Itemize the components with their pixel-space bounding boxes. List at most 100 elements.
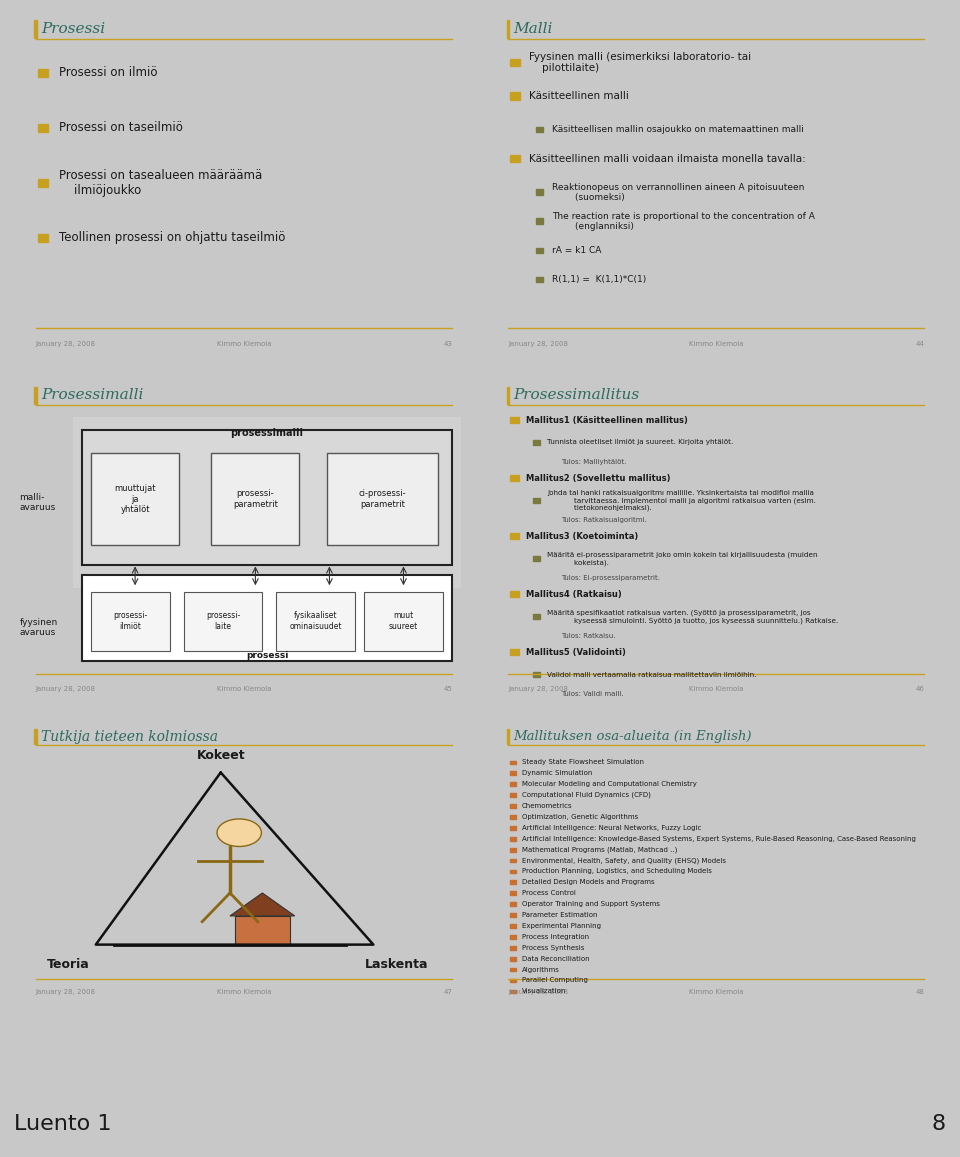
Text: Määritä ei-prosessiparametrit joko omin kokein tai kirjallisuudesta (muiden
    : Määritä ei-prosessiparametrit joko omin … [547, 552, 818, 566]
Bar [511, 870, 516, 874]
Text: Prosessimalli: Prosessimalli [41, 389, 144, 403]
Bar [534, 614, 540, 619]
Bar [511, 772, 516, 775]
Text: fysikaaliset
ominaisuudet: fysikaaliset ominaisuudet [289, 612, 342, 631]
Text: 43: 43 [444, 341, 452, 347]
Text: Määritä spesifikaatiot ratkaisua varten. (Syöttö ja prosessiparametrit, jos
    : Määritä spesifikaatiot ratkaisua varten.… [547, 610, 838, 624]
Bar [534, 440, 540, 444]
Text: 45: 45 [444, 686, 452, 692]
Text: prosessimalli: prosessimalli [230, 428, 303, 439]
Text: Tulos: Ei-prosessiparametrit.: Tulos: Ei-prosessiparametrit. [562, 575, 660, 581]
Text: Mallitus1 (Käsitteellinen mallitus): Mallitus1 (Käsitteellinen mallitus) [526, 415, 688, 425]
Text: Dynamic Simulation: Dynamic Simulation [522, 771, 592, 776]
Text: Mallitus4 (Ratkaisu): Mallitus4 (Ratkaisu) [526, 590, 622, 598]
Text: Visualization: Visualization [522, 988, 566, 994]
Bar [511, 794, 516, 797]
Bar [536, 190, 543, 196]
Text: Tunnista oleetliset ilmiöt ja suureet. Kirjoita yhtälöt.: Tunnista oleetliset ilmiöt ja suureet. K… [547, 440, 733, 445]
Bar [507, 20, 510, 37]
FancyBboxPatch shape [73, 417, 462, 588]
Bar [511, 59, 519, 66]
Bar [511, 891, 516, 896]
FancyBboxPatch shape [364, 591, 443, 651]
Text: Optimization, Genetic Algorithms: Optimization, Genetic Algorithms [522, 813, 638, 820]
Text: Data Reconciliation: Data Reconciliation [522, 956, 589, 961]
FancyBboxPatch shape [91, 591, 170, 651]
Text: Process Integration: Process Integration [522, 934, 588, 939]
Text: Johda tai hanki ratkaisualgoritmı mallille. Yksinkertaista tai modifioi mallia
 : Johda tai hanki ratkaisualgoritmı mallil… [547, 491, 816, 511]
Bar [511, 837, 516, 841]
Bar [35, 20, 37, 37]
Bar [511, 93, 519, 100]
Text: Computational Fluid Dynamics (CFD): Computational Fluid Dynamics (CFD) [522, 791, 651, 798]
FancyBboxPatch shape [276, 591, 355, 651]
FancyBboxPatch shape [183, 591, 262, 651]
Bar [511, 804, 516, 808]
Bar [511, 880, 516, 884]
Bar [511, 935, 516, 938]
Text: prosessi-
ilmiöt: prosessi- ilmiöt [113, 612, 148, 631]
Bar [507, 388, 510, 404]
Bar [511, 649, 518, 655]
Bar [534, 672, 540, 677]
Text: Prosessi on ilmiö: Prosessi on ilmiö [59, 66, 157, 80]
Text: prosessi-
laite: prosessi- laite [205, 612, 240, 631]
Text: Tutkija tieteen kolmiossa: Tutkija tieteen kolmiossa [41, 730, 218, 744]
Text: Algorithms: Algorithms [522, 966, 560, 973]
Text: Mathematical Programs (Matlab, Mathcad ..): Mathematical Programs (Matlab, Mathcad .… [522, 847, 677, 853]
Text: Mallitus2 (Sovellettu mallitus): Mallitus2 (Sovellettu mallitus) [526, 473, 671, 482]
Bar [511, 967, 516, 972]
Bar [511, 924, 516, 928]
Bar [511, 946, 516, 950]
Polygon shape [230, 893, 295, 916]
Text: Mallitus5 (Validointi): Mallitus5 (Validointi) [526, 648, 626, 657]
Text: Detailed Design Models and Programs: Detailed Design Models and Programs [522, 879, 655, 885]
FancyBboxPatch shape [82, 430, 452, 565]
Bar [511, 826, 516, 830]
Text: January 28, 2008: January 28, 2008 [36, 989, 96, 995]
Bar [511, 815, 516, 819]
Text: January 28, 2008: January 28, 2008 [508, 341, 568, 347]
Bar [511, 155, 519, 162]
Text: Kimmo Klemola: Kimmo Klemola [217, 341, 271, 347]
FancyBboxPatch shape [211, 454, 300, 545]
Bar [38, 69, 48, 76]
Text: Parallel Computing: Parallel Computing [522, 978, 588, 983]
Bar [511, 913, 516, 918]
Text: Teoria: Teoria [47, 958, 89, 971]
Bar [536, 277, 543, 282]
FancyBboxPatch shape [327, 454, 438, 545]
Bar [511, 979, 516, 982]
Text: 8: 8 [931, 1114, 946, 1134]
Bar [511, 591, 518, 597]
Text: Tulos: Malliyhtälöt.: Tulos: Malliyhtälöt. [562, 458, 627, 465]
Text: Operator Training and Support Systems: Operator Training and Support Systems [522, 901, 660, 907]
Bar [35, 388, 37, 404]
Text: Production Planning, Logistics, and Scheduling Models: Production Planning, Logistics, and Sche… [522, 869, 711, 875]
Text: Parameter Estimation: Parameter Estimation [522, 912, 597, 918]
Text: ci-prosessi-
parametrit: ci-prosessi- parametrit [359, 489, 406, 509]
Bar [511, 957, 516, 960]
Text: prosessi-
parametrit: prosessi- parametrit [233, 489, 277, 509]
Text: Käsitteellisen mallin osajoukko on matemaattinen malli: Käsitteellisen mallin osajoukko on matem… [552, 125, 804, 134]
Text: Validoi malli vertaamalla ratkaisua mallitettaviin ilmiöihin.: Validoi malli vertaamalla ratkaisua mall… [547, 671, 756, 678]
Text: Kimmo Klemola: Kimmo Klemola [689, 686, 743, 692]
Text: Fyysinen malli (esimerkiksi laboratorio- tai
    pilottilaite): Fyysinen malli (esimerkiksi laboratorio-… [529, 52, 751, 73]
Bar [511, 782, 516, 786]
Bar [511, 533, 518, 539]
Text: 48: 48 [916, 989, 924, 995]
Bar [536, 127, 543, 132]
Text: Mallitus3 (Koetoiminta): Mallitus3 (Koetoiminta) [526, 531, 638, 540]
Text: Kimmo Klemola: Kimmo Klemola [689, 341, 743, 347]
Text: The reaction rate is proportional to the concentration of A
        (englanniksi: The reaction rate is proportional to the… [552, 212, 815, 231]
Bar [534, 557, 540, 561]
Bar [511, 760, 516, 765]
Text: January 28, 2008: January 28, 2008 [508, 989, 568, 995]
Bar [534, 499, 540, 503]
Text: Kimmo Klemola: Kimmo Klemola [689, 989, 743, 995]
Text: Mallituksen osa-alueita (in English): Mallituksen osa-alueita (in English) [514, 730, 752, 743]
Text: prosessi: prosessi [246, 651, 288, 661]
Text: Tulos: Ratkaisualgoritmi.: Tulos: Ratkaisualgoritmi. [562, 517, 647, 523]
Text: 47: 47 [444, 989, 452, 995]
Text: Process Control: Process Control [522, 890, 576, 897]
